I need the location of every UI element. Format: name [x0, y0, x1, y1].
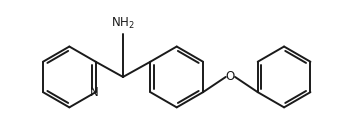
Text: N: N [90, 86, 98, 99]
Text: NH$_2$: NH$_2$ [111, 16, 135, 31]
Text: O: O [226, 70, 235, 84]
